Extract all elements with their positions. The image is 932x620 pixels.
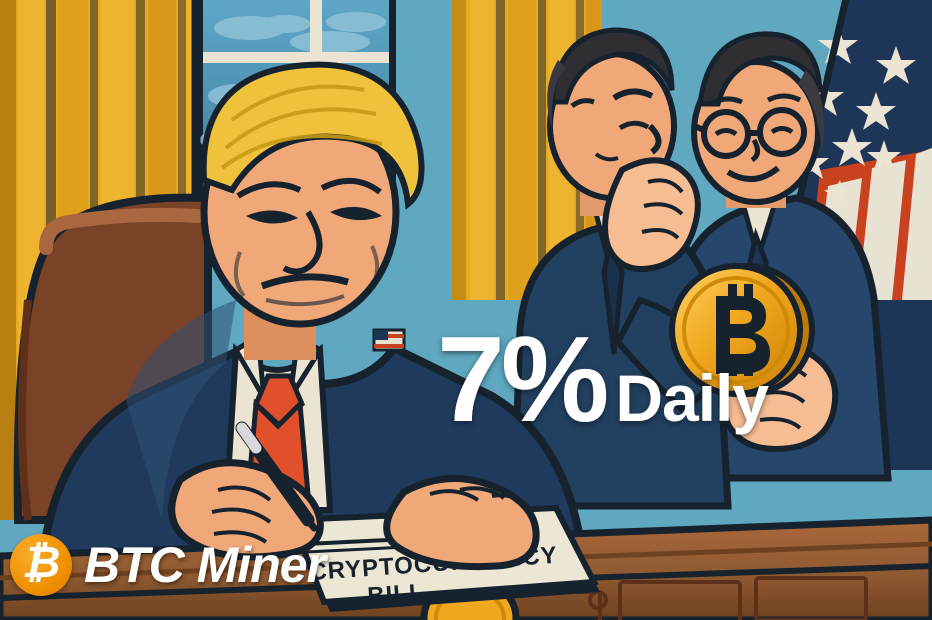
glasses-icon: [692, 107, 807, 159]
document-line-2: BILL: [367, 579, 426, 610]
bitcoin-logo-icon: ₿: [10, 534, 72, 596]
signing-hand-left: [168, 459, 324, 561]
flag-lapel-pin: [372, 328, 406, 352]
whispering-hand: [602, 157, 701, 272]
signing-pen: [235, 421, 318, 532]
brand-name: BTC Miner: [84, 537, 326, 593]
bitcoin-coin-held: [669, 263, 815, 397]
bitcoin-glyph: ₿: [21, 538, 61, 587]
brand-watermark: ₿ BTC Miner: [10, 534, 326, 596]
steadying-hand-right: [383, 475, 540, 571]
aide-whispering: [510, 27, 732, 510]
